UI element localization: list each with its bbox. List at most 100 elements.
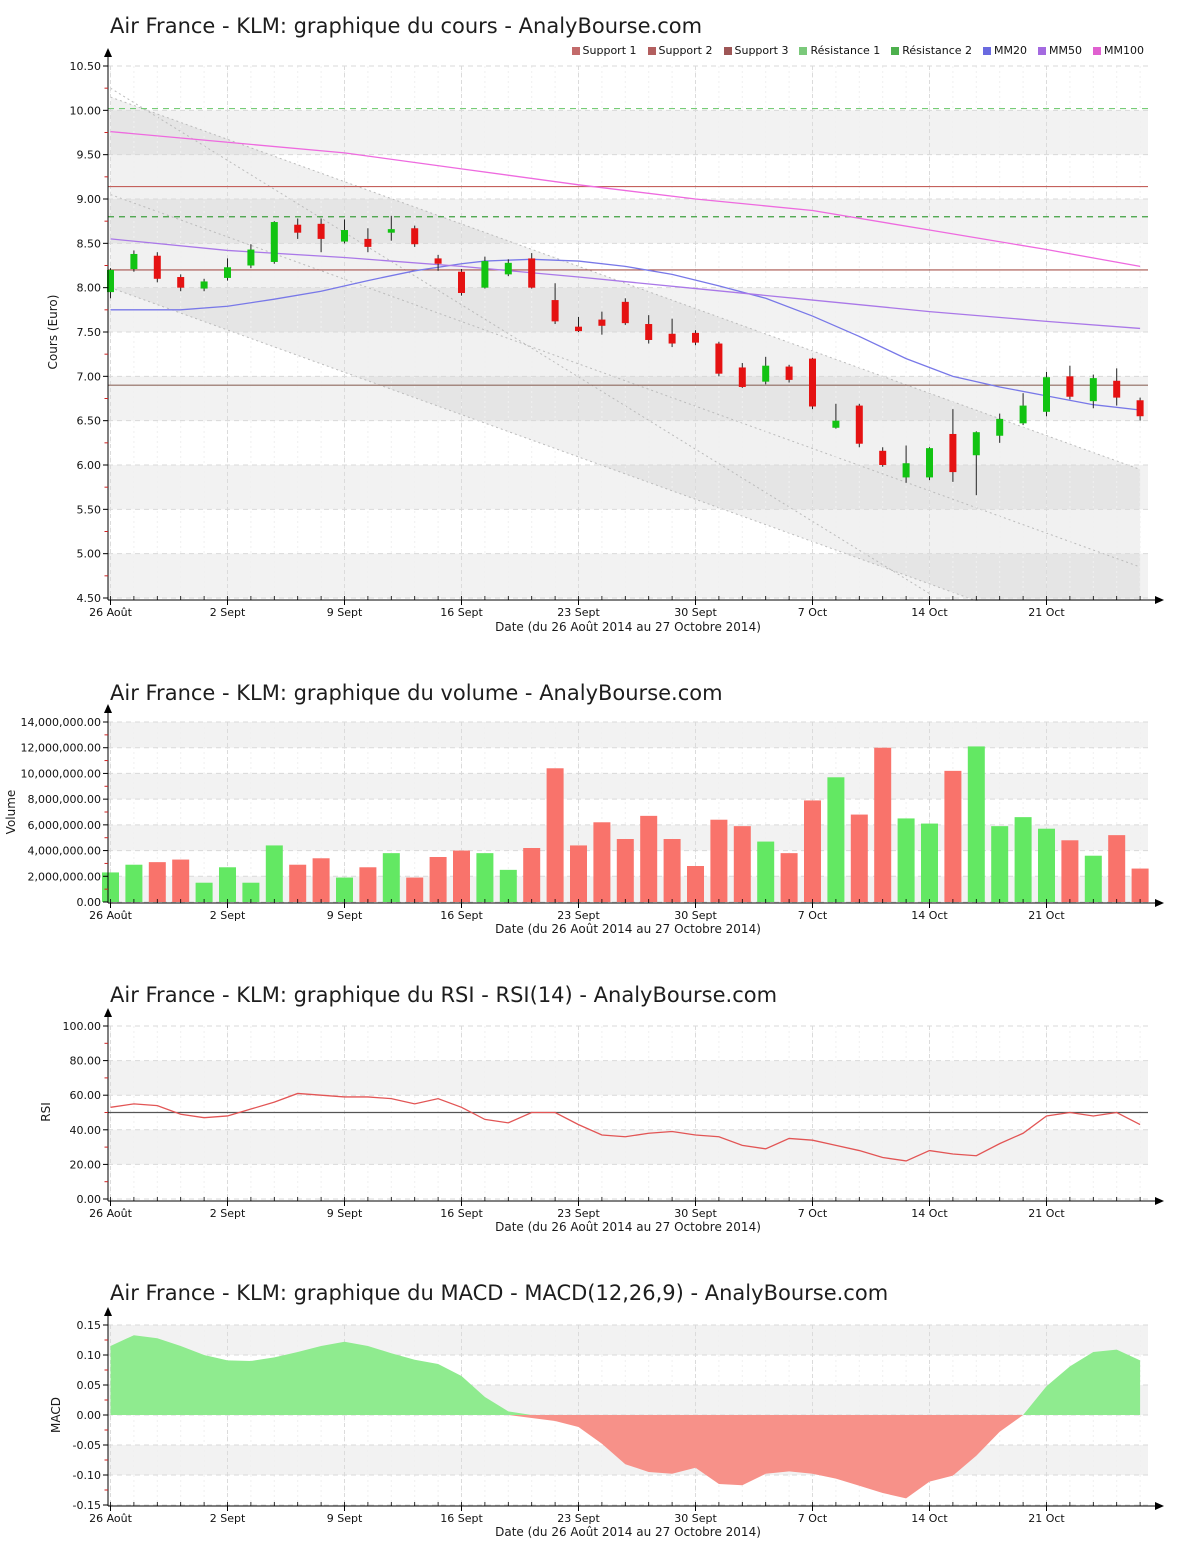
- candle-body: [200, 281, 208, 289]
- y-tick-label: 0.15: [77, 1319, 102, 1332]
- y-tick-label: -0.15: [73, 1499, 101, 1512]
- x-tick-label: 9 Sept: [327, 909, 363, 922]
- candle-body: [247, 249, 255, 266]
- volume-bar: [523, 848, 541, 902]
- volume-bar: [382, 853, 400, 902]
- y-tick-label: 8,000,000.00: [28, 793, 101, 806]
- support-resistance-lines: [108, 107, 1148, 386]
- y-tick-label: 6.00: [77, 459, 102, 472]
- volume-bar: [336, 877, 353, 902]
- y-tick-label: 8.50: [77, 237, 102, 250]
- volume-y-axis-label: Volume: [4, 790, 18, 835]
- x-tick-label: 7 Oct: [798, 606, 828, 619]
- y-tick-label: 4.50: [77, 592, 102, 605]
- y-tick-label: 0.00: [77, 1409, 102, 1422]
- candle-body: [387, 229, 395, 233]
- legend-item-support-3: Support 3: [723, 44, 789, 57]
- y-tick-label: 0.00: [77, 896, 102, 909]
- y-tick-label: 6.50: [77, 415, 102, 428]
- volume-bar: [1131, 868, 1149, 902]
- volume-bar: [967, 746, 985, 902]
- macd-negative-area: [110, 1415, 1141, 1499]
- x-tick-label: 30 Sept: [674, 606, 717, 619]
- legend-swatch: [571, 46, 580, 55]
- x-tick-label: 26 Août: [89, 1207, 133, 1220]
- candle-body: [294, 224, 302, 233]
- x-tick-label: 26 Août: [89, 909, 133, 922]
- x-tick-label: 21 Oct: [1028, 1512, 1065, 1525]
- candle-body: [1066, 376, 1074, 397]
- y-tick-label: 7.50: [77, 326, 102, 339]
- x-tick-label: 2 Sept: [210, 1512, 246, 1525]
- candle-body: [1136, 400, 1144, 417]
- volume-bar: [804, 800, 821, 902]
- legend-label: Résistance 1: [810, 44, 881, 57]
- volume-bar: [710, 819, 728, 902]
- volume-bar: [1014, 817, 1032, 902]
- volume-bar: [499, 869, 517, 902]
- candles: [107, 215, 1144, 496]
- volume-bar: [757, 841, 775, 902]
- x-tick-label: 14 Oct: [911, 909, 948, 922]
- candle-body: [458, 271, 465, 293]
- candle-body: [926, 448, 933, 478]
- candle-body: [130, 253, 138, 270]
- y-tick-label: 40.00: [70, 1124, 102, 1137]
- legend-label: Support 3: [734, 44, 789, 57]
- volume-bar: [616, 839, 634, 902]
- price-chart: 10.50 10.00 9.50 9.00 8.50 8.00 7.50 7.00 6.50 6.…: [70, 48, 1164, 619]
- candle-body: [575, 326, 582, 332]
- volume-bar: [476, 853, 494, 902]
- legend-label: MM100: [1104, 44, 1144, 57]
- volume-bar: [1108, 835, 1126, 902]
- rsi-chart-title: Air France - KLM: graphique du RSI - RSI…: [110, 983, 777, 1007]
- candle-body: [107, 269, 114, 293]
- x-tick-label: 9 Sept: [327, 606, 363, 619]
- macd-y-axis-label: MACD: [49, 1397, 63, 1433]
- axes: 10.50 10.00 9.50 9.00 8.50 8.00 7.50 7.00 6.50 6.…: [70, 48, 1164, 619]
- legend-item-support-1: Support 1: [571, 44, 637, 57]
- candle-body: [177, 277, 185, 288]
- volume-bar: [780, 853, 798, 902]
- rsi-line: [110, 1092, 1141, 1162]
- volume-bar: [1084, 855, 1102, 902]
- volume-bar: [195, 882, 213, 902]
- y-tick-label: -0.10: [73, 1469, 101, 1482]
- volume-bar: [242, 882, 260, 902]
- y-tick-label: 60.00: [70, 1089, 102, 1102]
- y-tick-label: 5.00: [77, 548, 102, 561]
- x-tick-label: 2 Sept: [210, 909, 246, 922]
- x-tick-label: 14 Oct: [911, 1512, 948, 1525]
- volume-bar: [406, 877, 424, 902]
- rsi-x-axis-caption: Date (du 26 Août 2014 au 27 Octobre 2014…: [495, 1220, 761, 1234]
- candle-body: [528, 258, 536, 288]
- horizontal-gridlines: [108, 1025, 1148, 1200]
- x-tick-label: 7 Oct: [798, 1512, 828, 1525]
- volume-bar: [991, 826, 1009, 902]
- y-tick-label: 80.00: [70, 1055, 102, 1068]
- y-tick-label: 9.50: [77, 149, 102, 162]
- x-tick-label: 16 Sept: [440, 909, 483, 922]
- volume-bar: [897, 818, 915, 902]
- volume-bar: [921, 823, 938, 902]
- candle-body: [762, 365, 770, 382]
- candle-body: [551, 300, 559, 322]
- legend-label: Résistance 2: [902, 44, 973, 57]
- y-tick-label: -0.05: [73, 1439, 101, 1452]
- volume-bar: [733, 826, 751, 902]
- volume-bar: [289, 864, 307, 902]
- volume-bar: [359, 867, 377, 902]
- x-tick-label: 23 Sept: [557, 909, 600, 922]
- mm50-line: [110, 238, 1141, 330]
- x-axis-arrow: [1155, 596, 1164, 604]
- axes: 14,000,000.00 12,000,000.00 10,000,000.00 8…: [21, 704, 1164, 922]
- candle-body: [879, 450, 887, 465]
- y-tick-label: 4,000,000.00: [28, 845, 101, 858]
- price-y-axis-label: Cours (Euro): [46, 295, 60, 370]
- y-tick-label: 6,000,000.00: [28, 819, 101, 832]
- legend-swatch: [1038, 46, 1047, 55]
